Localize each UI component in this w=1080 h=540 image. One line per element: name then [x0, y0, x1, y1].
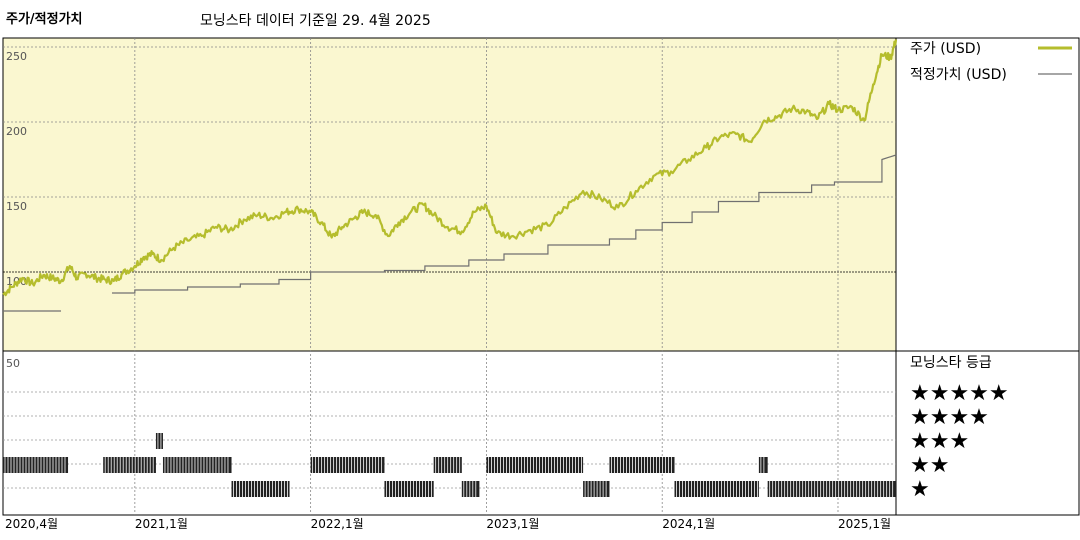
legend-fairvalue-label: 적정가치 (USD) [910, 67, 1007, 83]
star-rating-labels: ★★★★★★★★★★★★★★★ [910, 381, 1009, 502]
rating-segment-1-star [231, 481, 290, 497]
star-label-3: ★★★ [910, 429, 969, 454]
x-tick-label: 2020,4월 [5, 517, 58, 531]
x-axis-labels: 2020,4월 2021,1월 2022,1월 2023,1월 2024,1월 2025,… [5, 517, 891, 531]
star-label-5: ★★★★★ [910, 381, 1009, 406]
rating-segment-2-star [433, 457, 462, 473]
star-label-1: ★ [910, 477, 930, 502]
data-date-subtitle: 모닝스타 데이터 기준일 29. 4월 2025 [200, 13, 431, 29]
star-label-4: ★★★★ [910, 405, 989, 430]
rating-block [162, 457, 232, 473]
rating-plot-area [2, 350, 897, 516]
series-layer [2, 39, 898, 312]
rating-segment-2-star [758, 457, 768, 473]
y-tick-label-lower: 50 [6, 357, 20, 370]
rating-segment-2-star [103, 457, 156, 473]
rating-segment-2-star [609, 457, 675, 473]
legend-price-label: 주가 (USD) [910, 41, 981, 57]
price-plot-area [2, 37, 897, 352]
y-tick-label: 150 [6, 200, 27, 213]
rating-block [758, 457, 768, 473]
rating-block [674, 481, 759, 497]
rating-block [767, 481, 896, 497]
rating-segment-2-star [3, 457, 69, 473]
fair-value-line [111, 154, 897, 294]
x-tick-label: 2022,1월 [311, 517, 364, 531]
rating-segment-1-star [674, 481, 759, 497]
rating-block [461, 481, 480, 497]
rating-segment-1-star [384, 481, 434, 497]
rating-segment-2-star [310, 457, 385, 473]
rating-block [609, 457, 675, 473]
rating-block [583, 481, 610, 497]
rating-block [310, 457, 385, 473]
rating-bars [3, 433, 896, 497]
rating-block [384, 481, 434, 497]
star-label-2: ★★ [910, 453, 949, 478]
rating-segment-2-star [486, 457, 584, 473]
rating-block [155, 433, 163, 449]
rating-segment-1-star [767, 481, 896, 497]
legend-panel [895, 37, 1080, 352]
rating-segment-1-star [461, 481, 480, 497]
y-tick-label: 250 [6, 50, 27, 63]
x-tick-label: 2021,1월 [135, 517, 188, 531]
rating-block [3, 457, 69, 473]
x-tick-label: 2025,1월 [838, 517, 891, 531]
x-tick-label: 2024,1월 [662, 517, 715, 531]
price-line [2, 39, 898, 297]
x-tick-label: 2023,1월 [486, 517, 539, 531]
rating-legend-panel [895, 350, 1080, 516]
rating-segment-2-star [162, 457, 232, 473]
rating-segment-3-star [155, 433, 163, 449]
rating-segment-1-star [583, 481, 610, 497]
rating-panel-title: 모닝스타 등급 [910, 355, 992, 371]
rating-block [486, 457, 584, 473]
y-tick-label: 200 [6, 125, 27, 138]
chart-title: 주가/적정가치 [6, 12, 83, 27]
